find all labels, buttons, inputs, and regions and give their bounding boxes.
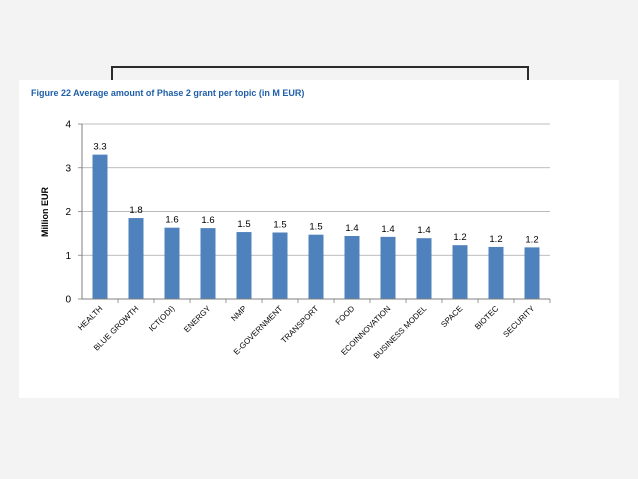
y-tick-label: 3	[65, 163, 71, 174]
bar	[236, 232, 252, 299]
data-label: 1.2	[453, 232, 466, 243]
data-label: 1.8	[129, 205, 142, 216]
x-tick-label: HEALTH	[76, 304, 104, 332]
data-labels: 3.3 1.8 1.6 1.6 1.5 1.5 1.5 1.4 1.4 1.4 1.2 1.2 1.2	[93, 142, 538, 246]
bar	[416, 238, 432, 299]
y-axis-title: Million EUR	[40, 187, 50, 237]
data-label: 1.4	[417, 225, 430, 236]
x-tick-label: SECURITY	[501, 304, 536, 339]
x-tick-label: NMP	[229, 304, 248, 323]
x-tick-label: TRANSPORT	[279, 304, 320, 345]
y-tick-label: 2	[65, 207, 71, 218]
data-label: 1.2	[489, 234, 502, 245]
data-label: 1.6	[165, 215, 178, 226]
y-tick-label: 1	[65, 251, 71, 262]
bar	[164, 227, 180, 299]
x-tick-label: FOOD	[334, 304, 357, 327]
bar	[272, 232, 288, 299]
bar	[452, 245, 468, 299]
data-label: 1.5	[309, 222, 322, 233]
x-tick-label: ENERGY	[182, 304, 213, 335]
data-label: 1.5	[237, 219, 250, 230]
data-label: 3.3	[93, 142, 106, 153]
data-label: 1.5	[273, 220, 286, 231]
bars	[92, 154, 540, 299]
bar	[488, 246, 504, 299]
bar	[128, 218, 144, 299]
bar	[344, 236, 360, 299]
data-label: 1.4	[381, 224, 394, 235]
data-label: 1.2	[525, 234, 538, 245]
y-tick-label: 0	[65, 295, 71, 306]
y-tick-label: 4	[65, 120, 71, 131]
bar	[92, 154, 108, 299]
bar	[308, 234, 324, 299]
x-tick-label: SPACE	[439, 304, 464, 329]
bar	[524, 247, 540, 299]
data-label: 1.4	[345, 223, 358, 234]
bar	[380, 236, 396, 299]
x-tick-label: ICT(ODI)	[147, 304, 177, 334]
bar-chart: 3.31.81.6 1.6 1.5 1.5 1.5 1.4 1.4 1.41.2 1.2 1.2 …	[40, 120, 551, 361]
x-tick-label: BIOTEC	[473, 304, 501, 332]
bar	[200, 228, 216, 299]
data-label: 1.6	[201, 215, 214, 226]
chart-panel: Figure 22 Average amount of Phase 2 gran…	[19, 80, 619, 398]
chart-title: Figure 22 Average amount of Phase 2 gran…	[31, 88, 305, 98]
